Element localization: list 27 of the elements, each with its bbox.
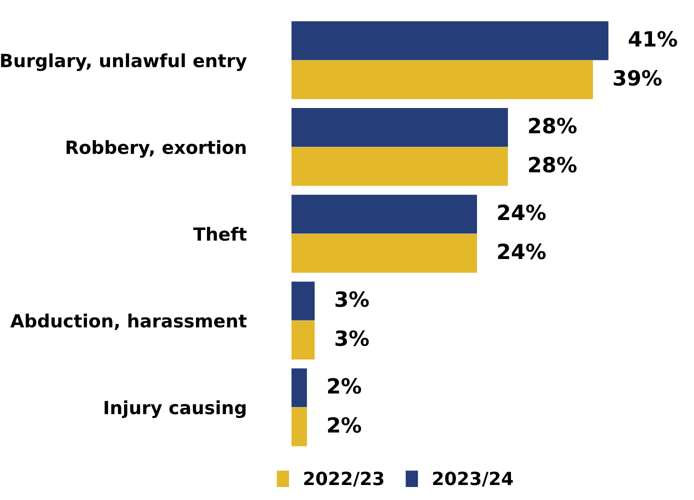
y-tick-label: Robbery, exortion (66, 140, 246, 158)
data-label: 3% (336, 330, 369, 346)
legend-label: 2022/23 (304, 472, 384, 487)
y-tick-label: Burglary, unlawful entry (1, 53, 247, 71)
bar (291, 147, 508, 186)
y-tick-label: Injury causing (104, 400, 246, 418)
legend-label: 2023/24 (433, 472, 513, 487)
bar (291, 368, 307, 408)
bar (291, 234, 478, 273)
y-tick-label: Abduction, harassment (10, 314, 247, 330)
data-label: 39% (614, 70, 662, 86)
data-label: 41% (628, 30, 678, 47)
data-label: 24% (498, 244, 546, 260)
data-label: 28% (529, 118, 577, 134)
bar (291, 60, 593, 100)
bar (291, 407, 307, 446)
bar (291, 194, 478, 234)
bar (291, 108, 508, 147)
data-label: 28% (529, 156, 577, 173)
data-label: 2% (328, 417, 362, 433)
data-label: 24% (498, 204, 546, 220)
bar (291, 320, 315, 360)
bar (291, 21, 608, 60)
data-label: 3% (336, 291, 369, 308)
data-label: 2% (328, 378, 362, 394)
bar (291, 282, 315, 320)
y-tick-label: Theft (193, 226, 247, 241)
